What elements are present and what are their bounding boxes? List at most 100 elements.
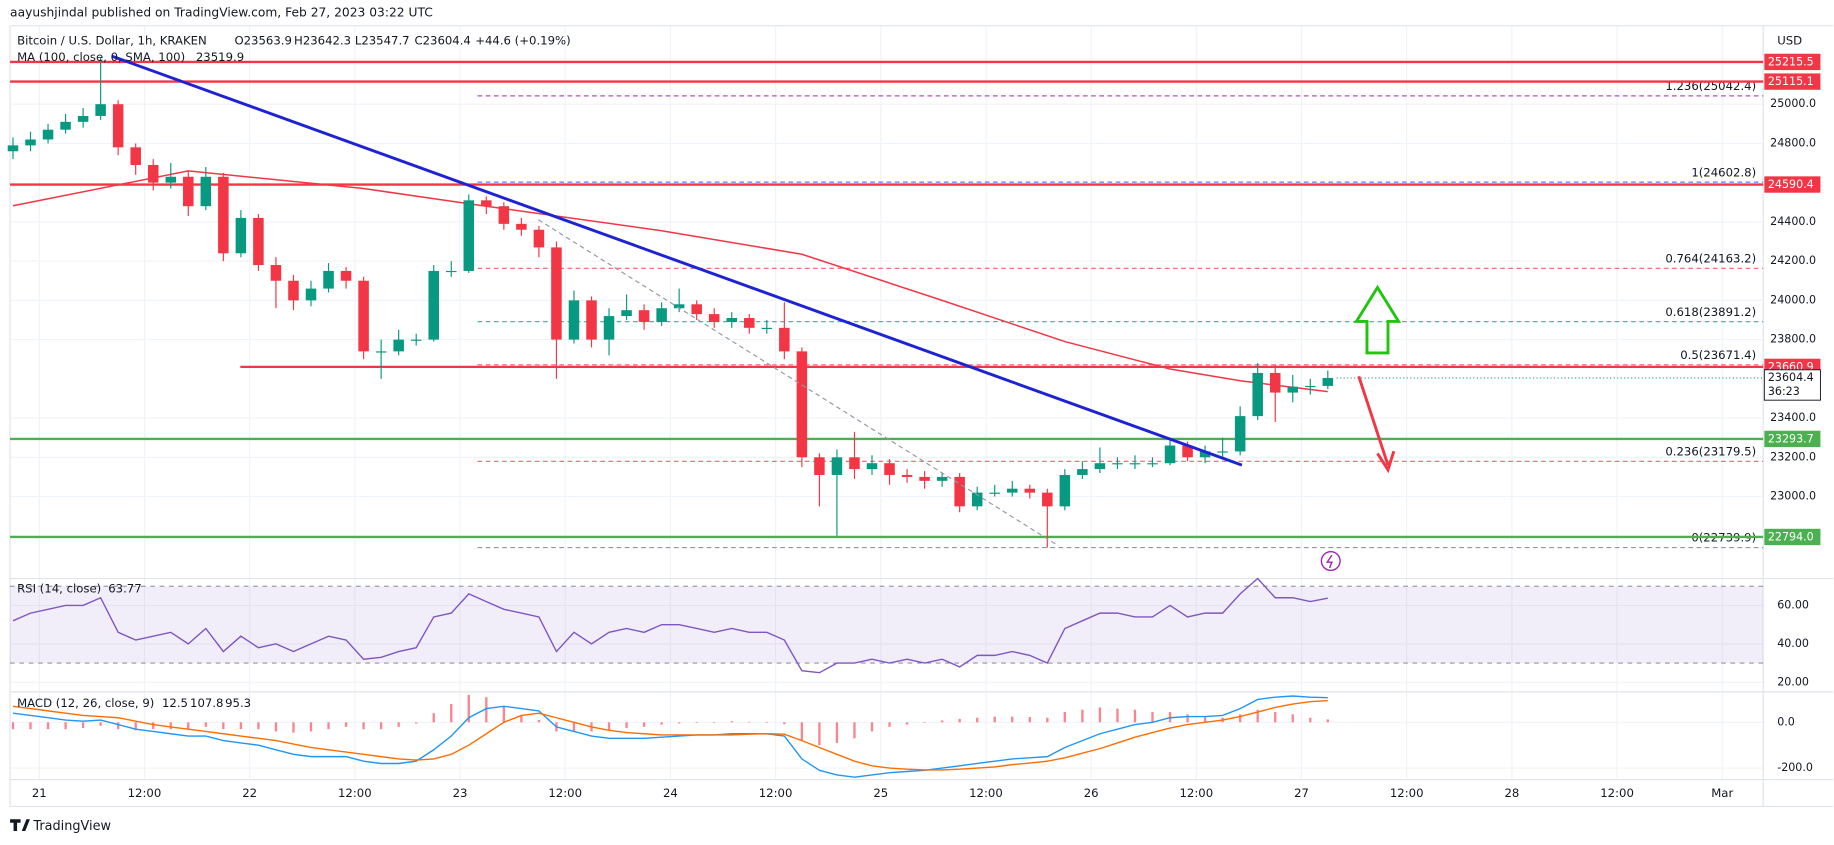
macd-histogram-bar [362,722,365,730]
candle-body [25,139,36,146]
macd-histogram-bar [1011,716,1014,723]
rsi-band [10,586,1764,664]
candle-body [1305,385,1316,388]
level-label-box [1764,73,1821,90]
macd-histogram-bar [520,715,523,723]
candle-body [1112,463,1123,465]
y-tick-label: 23800.0 [1770,333,1816,346]
macd-histogram-bar [765,722,768,723]
macd-histogram-bar [1238,714,1242,723]
macd-histogram-bar [625,722,628,729]
macd-histogram-bar [379,722,383,730]
fib-label: 0.764(24163.2) [1665,251,1756,265]
level-label-box [1764,176,1821,193]
ohlc-high: H23642.3 [294,33,351,47]
macd-histogram-bar [344,722,348,727]
x-tick-label: 12:00 [548,786,582,800]
candle-body [744,318,755,328]
macd-histogram-bar [450,704,453,723]
candle-body [1269,372,1281,393]
x-tick-label: 22 [242,786,257,800]
x-tick-label: 23 [453,786,468,800]
macd-histogram-bar [1116,708,1119,723]
macd-histogram-bar [432,713,435,723]
macd-histogram-bar [730,721,733,723]
candle-body [165,176,177,183]
macd-histogram-bar [677,722,681,724]
macd-histogram-bar [116,722,120,730]
candle-body [1252,372,1263,417]
macd-histogram-bar [1326,719,1329,723]
macd-histogram-bar [1133,709,1137,723]
macd-histogram-bar [274,722,278,732]
candle-body [901,474,913,477]
symbol: Bitcoin / U.S. Dollar, 1h, KRAKEN [17,33,207,47]
macd-histogram-bar [309,722,313,732]
candle-body [375,351,387,353]
macd-histogram-bar [292,722,295,733]
macd-histogram-bar [818,722,821,746]
candle-body [147,165,159,183]
rsi-value: 63.77 [108,582,141,596]
candle-body [708,314,720,322]
macd-histogram-bar [537,720,541,723]
macd-histogram-bar [46,722,50,730]
candle-body [691,304,702,315]
ohlc-close: C23604.4 [414,33,470,47]
ma-title: MA (100, close, 0, SMA, 100) [17,50,185,64]
candle-body [130,147,141,166]
candle-body [1077,469,1088,475]
y-tick-label: 23400.0 [1770,411,1816,424]
macd-tick-label: -200.0 [1777,761,1813,774]
candle-body [533,229,545,248]
x-tick-label: 12:00 [1600,786,1634,800]
candle-body [621,310,632,317]
plot-layer: 21 12:00 22 12:00 23 12:00 24 12:00 25 12:00 26 12:… [7,53,1821,800]
candle-body [463,200,475,271]
macd-histogram-bar [940,720,944,723]
candle-body [288,280,299,301]
x-tick-label: 12:00 [1180,786,1214,800]
event-icon[interactable] [1320,550,1341,572]
macd-signal-value: 95.3 [225,696,251,710]
macd-histogram-bar [415,722,418,724]
x-tick-label: 12:00 [759,786,793,800]
macd-histogram-bar [1098,707,1102,723]
macd-histogram-bar [134,722,137,731]
macd-histogram-bar [1256,709,1259,723]
candle-body [393,339,404,352]
candle-body [1059,474,1071,507]
candle-body [1199,451,1211,458]
candle-body [796,351,808,458]
macd-histogram-bar [888,722,891,727]
macd-histogram-bar [713,722,716,723]
rsi-tick-label: 20.00 [1777,675,1809,688]
macd-histogram-bar [64,722,67,730]
current-price: 23604.4 [1768,371,1814,384]
fib-label: 0.5(23671.4) [1680,348,1756,362]
candle-body [481,200,492,207]
level-label-box [1764,53,1821,71]
candle-body [568,300,580,340]
candle-body [77,115,89,122]
macd-histogram-bar [1291,714,1294,723]
macd-histogram-bar [905,722,909,725]
candle-body [183,176,194,207]
macd-histogram-bar [204,722,207,727]
candle-body [218,176,229,254]
macd-histogram-bar [257,722,260,730]
x-tick-label: Mar [1711,786,1733,800]
event-icon-bolt [1325,554,1333,569]
candle-body [323,270,334,289]
candle-body [1182,445,1193,458]
macd-histogram-bar [1081,709,1084,723]
candle-body [200,176,212,207]
fib-trend-line [538,219,1059,547]
macd-histogram-bar [607,722,611,731]
ohlc-open: O23563.9 [234,33,291,47]
macd-histogram-bar [1203,716,1207,723]
candle-body [498,206,510,224]
current-price-box [1763,369,1821,401]
